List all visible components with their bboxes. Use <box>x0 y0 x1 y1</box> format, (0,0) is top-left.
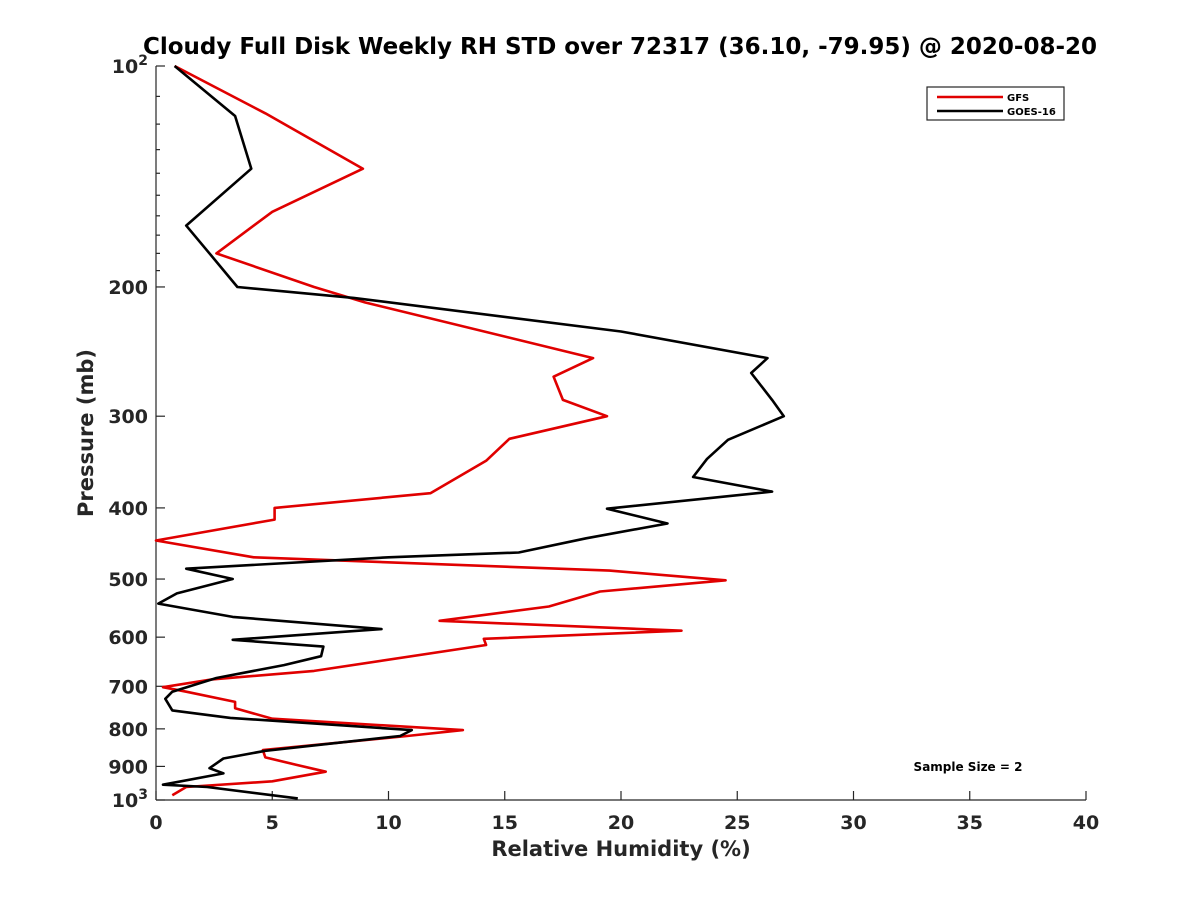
series-line-goes-16 <box>157 64 786 800</box>
series-lines <box>154 64 786 800</box>
y-tick-label-bottom: 103 <box>112 787 148 812</box>
y-ticks: 200 300 400 500 600 700 800 900 102 103 <box>108 53 165 812</box>
y-tick-label: 600 <box>108 627 148 649</box>
x-tick-label: 10 <box>375 812 401 834</box>
y-tick-label: 900 <box>108 756 148 778</box>
y-tick-label: 500 <box>108 569 148 591</box>
x-tick-label: 35 <box>957 812 983 834</box>
y-tick-label: 300 <box>108 406 148 428</box>
x-tick-label: 40 <box>1073 812 1099 834</box>
legend-items: GFS GOES-16 <box>937 93 1056 118</box>
x-tick-label: 5 <box>266 812 279 834</box>
y-axis-label: Pressure (mb) <box>74 349 98 517</box>
x-tick-label: 25 <box>724 812 750 834</box>
y-tick-label-top: 102 <box>112 53 148 78</box>
x-ticks: 0 5 10 15 20 25 30 35 40 <box>149 791 1099 834</box>
plot-area: 0 5 10 15 20 25 30 35 40 200 300 400 500 600 700 800 90… <box>108 53 1099 834</box>
x-tick-label: 15 <box>492 812 518 834</box>
legend-label-goes-16: GOES-16 <box>1007 107 1056 118</box>
y-tick-label: 800 <box>108 719 148 741</box>
x-tick-label: 20 <box>608 812 634 834</box>
y-tick-label: 200 <box>108 277 148 299</box>
legend: GFS GOES-16 <box>926 86 1065 121</box>
legend-label-gfs: GFS <box>1007 93 1029 104</box>
chart-title: Cloudy Full Disk Weekly RH STD over 7231… <box>143 34 1097 60</box>
x-axis-label: Relative Humidity (%) <box>491 837 750 861</box>
x-tick-label: 0 <box>149 812 162 834</box>
x-tick-label: 30 <box>840 812 866 834</box>
legend-box <box>926 86 1065 121</box>
y-tick-label: 700 <box>108 676 148 698</box>
sample-size-annotation: Sample Size = 2 <box>914 760 1023 774</box>
y-tick-label: 400 <box>108 498 148 520</box>
